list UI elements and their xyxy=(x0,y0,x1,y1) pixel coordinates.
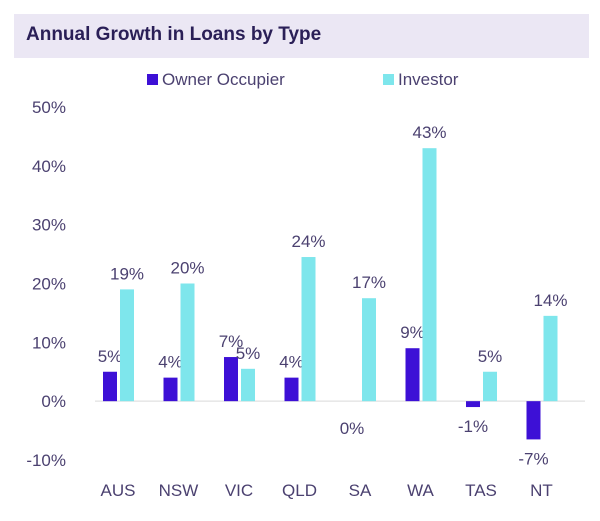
data-label: 5% xyxy=(98,347,123,366)
x-tick-label: AUS xyxy=(101,481,136,500)
y-tick-label: 40% xyxy=(32,157,66,176)
y-tick-label: -10% xyxy=(26,451,66,470)
data-label: 4% xyxy=(158,353,183,372)
bar-owner-occupier xyxy=(466,401,480,408)
y-tick-label: 0% xyxy=(41,392,66,411)
bar-owner-occupier xyxy=(163,377,178,402)
bar-investor xyxy=(362,298,376,402)
data-label: 7% xyxy=(219,332,244,351)
data-label: 43% xyxy=(412,123,446,142)
bar-investor xyxy=(543,315,558,402)
data-label: 17% xyxy=(352,273,386,292)
bar-investor xyxy=(120,289,134,402)
y-tick-label: 10% xyxy=(32,333,66,352)
chart-title: Annual Growth in Loans by Type xyxy=(26,24,322,45)
x-tick-label: VIC xyxy=(225,481,253,500)
data-label: 19% xyxy=(110,264,144,283)
bar-investor xyxy=(422,148,437,402)
legend-swatch xyxy=(383,74,394,85)
legend-label: Owner Occupier xyxy=(162,70,285,89)
data-label: -7% xyxy=(518,449,548,468)
data-label: 0% xyxy=(340,419,365,438)
data-label: 5% xyxy=(478,347,503,366)
data-label: 24% xyxy=(291,232,325,251)
bar-investor xyxy=(241,368,255,402)
bar-owner-occupier xyxy=(526,401,541,440)
y-tick-label: 30% xyxy=(32,216,66,235)
data-label: 20% xyxy=(170,259,204,278)
legend-label: Investor xyxy=(398,70,459,89)
data-label: 4% xyxy=(279,353,304,372)
legend-swatch xyxy=(147,74,158,85)
x-tick-label: TAS xyxy=(465,481,497,500)
x-tick-label: SA xyxy=(349,481,372,500)
x-tick-label: NSW xyxy=(159,481,199,500)
y-tick-label: 20% xyxy=(32,275,66,294)
data-label: 5% xyxy=(236,344,261,363)
bar-owner-occupier xyxy=(224,357,238,402)
x-tick-label: NT xyxy=(530,481,553,500)
y-tick-label: 50% xyxy=(32,98,66,117)
x-tick-label: QLD xyxy=(282,481,317,500)
data-label: 14% xyxy=(533,291,567,310)
bar-owner-occupier xyxy=(284,377,299,402)
data-label: 9% xyxy=(400,323,425,342)
bar-investor xyxy=(180,283,195,402)
data-label: -1% xyxy=(458,417,488,436)
bar-owner-occupier xyxy=(405,348,420,402)
title-bar: Annual Growth in Loans by Type xyxy=(14,14,589,58)
bar-investor xyxy=(301,257,316,402)
bar-owner-occupier xyxy=(103,371,117,402)
x-tick-label: WA xyxy=(407,481,434,500)
bar-investor xyxy=(483,371,497,402)
